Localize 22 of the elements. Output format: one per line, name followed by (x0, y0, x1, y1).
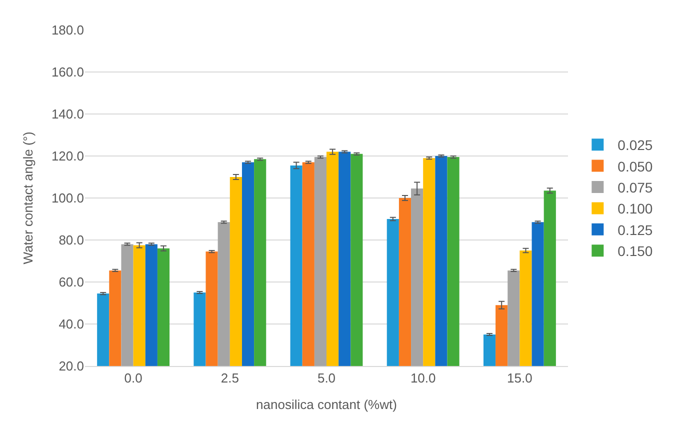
y-tick-label: 140.0 (51, 106, 84, 122)
legend-label: 0.075 (618, 179, 653, 196)
y-tick-label: 20.0 (58, 358, 84, 374)
y-tick-label: 120.0 (51, 148, 84, 164)
y-tick-label: 180.0 (51, 22, 84, 38)
x-tick-label: 10.0 (410, 370, 436, 386)
y-axis-title: Water contact angle (°) (20, 132, 36, 264)
y-tick-label: 60.0 (58, 274, 84, 290)
legend-label: 0.150 (618, 243, 653, 260)
x-tick-label: 5.0 (317, 370, 336, 386)
legend-label: 0.050 (618, 158, 653, 174)
x-axis-title: nanosilica contant (%wt) (256, 397, 397, 412)
y-tick-label: 40.0 (58, 316, 84, 332)
y-tick-label: 160.0 (51, 64, 84, 80)
y-tick-label: 80.0 (58, 232, 84, 248)
x-tick-label: 2.5 (220, 370, 239, 386)
x-tick-label: 0.0 (124, 370, 142, 386)
y-tick-label: 100.0 (51, 190, 84, 206)
legend-label: 0.025 (618, 137, 653, 154)
legend-label: 0.125 (618, 222, 653, 238)
legend-label: 0.100 (618, 200, 653, 217)
x-tick-label: 15.0 (507, 370, 532, 386)
